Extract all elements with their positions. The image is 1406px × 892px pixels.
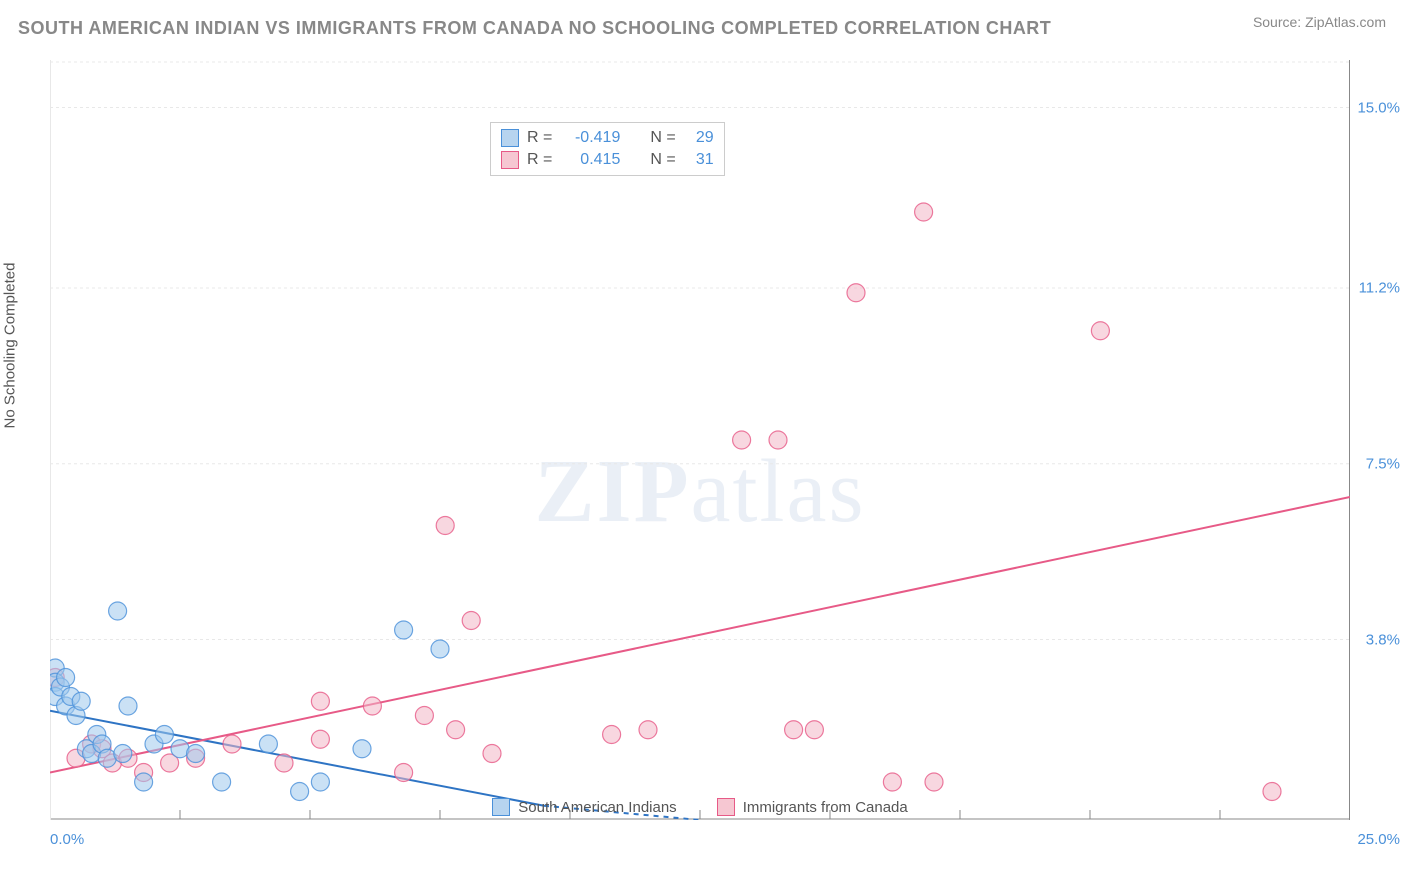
correlation-stats-box: R = -0.419 N = 29 R = 0.415 N = 31 [490,122,725,176]
plot-area: ZIPatlas 3.8%7.5%11.2%15.0% 0.0% 25.0% R… [50,60,1350,820]
legend-swatch [492,798,510,816]
chart-title: SOUTH AMERICAN INDIAN VS IMMIGRANTS FROM… [18,18,1396,39]
y-axis-label: No Schooling Completed [2,263,19,429]
y-tick-label: 15.0% [1357,99,1400,116]
series-swatch [501,129,519,147]
series-swatch [501,151,519,169]
stats-row: R = 0.415 N = 31 [501,149,714,171]
n-label: N = [650,129,675,147]
r-value: -0.419 [560,129,620,147]
source-attribution: Source: ZipAtlas.com [1253,14,1386,30]
x-axis-end-label: 25.0% [1357,831,1400,848]
legend-item: South American Indians [492,798,676,816]
x-axis-start-label: 0.0% [50,831,84,848]
r-label: R = [527,151,552,169]
n-label: N = [650,151,675,169]
legend-item: Immigrants from Canada [717,798,908,816]
chart-legend: South American Indians Immigrants from Ca… [50,798,1350,816]
legend-label: Immigrants from Canada [743,799,908,816]
n-value: 31 [684,151,714,169]
legend-swatch [717,798,735,816]
r-label: R = [527,129,552,147]
legend-label: South American Indians [518,799,676,816]
n-value: 29 [684,129,714,147]
y-tick-label: 11.2% [1359,280,1400,297]
y-tick-label: 3.8% [1366,631,1400,648]
stats-row: R = -0.419 N = 29 [501,127,714,149]
r-value: 0.415 [560,151,620,169]
y-tick-label: 7.5% [1366,455,1400,472]
